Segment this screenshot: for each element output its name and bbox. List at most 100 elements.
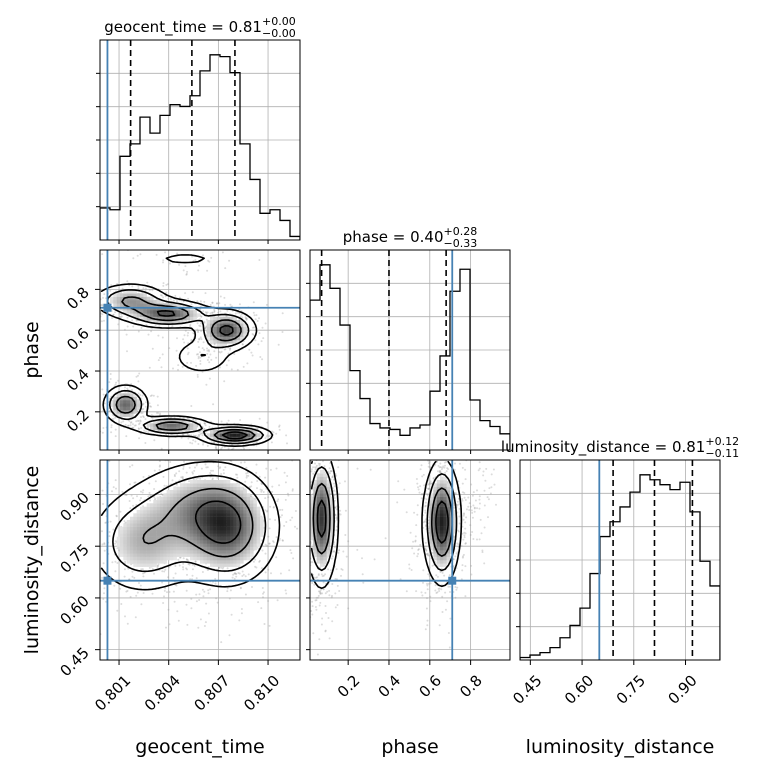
pair-phase-vs-luminosity_distance-sample [334,592,337,595]
pair-phase-vs-luminosity_distance-sample [333,494,336,497]
pair-geocent_time-vs-luminosity_distance-sample [279,446,281,448]
pair-geocent_time-vs-luminosity_distance-density-cell [223,550,227,554]
pair-phase-vs-luminosity_distance-sample [336,584,339,587]
pair-geocent_time-vs-phase-sample [307,432,309,434]
pair-geocent_time-vs-phase-density-cell [176,426,181,431]
pair-geocent_time-vs-phase-sample [197,353,199,356]
pair-geocent_time-vs-phase-sample [227,352,230,355]
pair-geocent_time-vs-luminosity_distance-density-cell [246,510,251,514]
pair-geocent_time-vs-phase-sample [131,389,133,391]
pair-phase-vs-luminosity_distance-sample [290,464,292,466]
pair-geocent_time-vs-luminosity_distance-density-cell [120,553,124,557]
pair-geocent_time-vs-phase-density-cell [150,300,154,304]
pair-phase-vs-luminosity_distance-sample [300,596,302,598]
pair-geocent_time-vs-phase-sample [187,297,190,300]
pair-geocent_time-vs-phase-density-cell [133,293,137,297]
pair-geocent_time-vs-luminosity_distance-sample [117,549,120,552]
pair-geocent_time-vs-luminosity_distance-sample [266,510,268,513]
pair-geocent_time-vs-phase-density-cell [173,303,177,307]
pair-geocent_time-vs-luminosity_distance-sample [199,456,201,458]
pair-geocent_time-vs-luminosity_distance-density-cell [203,546,207,551]
pair-geocent_time-vs-luminosity_distance-density-cell [123,526,127,531]
pair-geocent_time-vs-luminosity_distance-density-cell [223,480,227,484]
pair-geocent_time-vs-luminosity_distance-density-cell [226,486,231,491]
pair-geocent_time-vs-phase-sample [184,292,187,295]
pair-geocent_time-vs-luminosity_distance-sample [142,572,145,575]
pair-geocent_time-vs-phase-sample [135,319,138,322]
pair-geocent_time-vs-luminosity_distance-density-cell [210,506,214,511]
pair-geocent_time-vs-luminosity_distance-density-cell [153,560,157,564]
pair-geocent_time-vs-phase-density-cell [240,330,244,334]
pair-geocent_time-vs-luminosity_distance-density-cell [173,493,177,497]
pair-geocent_time-vs-luminosity_distance-sample [272,540,274,543]
pair-geocent_time-vs-luminosity_distance-density-cell [136,546,141,551]
pair-geocent_time-vs-luminosity_distance-density-cell [150,503,154,507]
pair-geocent_time-vs-luminosity_distance-density-cell [123,530,127,534]
pair-geocent_time-vs-phase-density-cell [116,403,121,407]
pair-geocent_time-vs-luminosity_distance-density-cell [226,563,231,567]
pair-geocent_time-vs-luminosity_distance-density-cell [223,523,227,527]
pair-phase-vs-luminosity_distance-sample [339,513,342,516]
pair-geocent_time-vs-luminosity_distance-density-cell [170,550,174,554]
pair-phase-vs-luminosity_distance-sample [458,503,461,506]
pair-geocent_time-vs-phase-density-cell [223,316,227,321]
pair-geocent_time-vs-phase-density-cell [143,303,147,307]
pair-geocent_time-vs-luminosity_distance-sample [192,478,195,481]
pair-geocent_time-vs-phase-sample [148,402,151,405]
pair-geocent_time-vs-luminosity_distance-sample [103,543,106,546]
pair-geocent_time-vs-luminosity_distance-density-cell [150,536,154,541]
pair-geocent_time-vs-phase-sample [172,299,175,302]
pair-geocent_time-vs-phase-sample [197,269,200,272]
pair-geocent_time-vs-luminosity_distance-sample [93,560,95,562]
pair-geocent_time-vs-phase-sample [246,362,249,365]
pair-geocent_time-vs-phase-sample [120,315,123,318]
pair-geocent_time-vs-phase-sample [169,298,172,300]
pair-geocent_time-vs-luminosity_distance-density-cell [136,553,141,557]
pair-geocent_time-vs-luminosity_distance-density-cell [163,500,167,504]
pair-geocent_time-vs-luminosity_distance-sample [141,491,144,494]
pair-geocent_time-vs-luminosity_distance-sample [207,589,210,592]
pair-phase-vs-luminosity_distance-sample [420,493,423,496]
pair-geocent_time-vs-phase-sample [127,424,130,427]
pair-geocent_time-vs-phase-sample [100,320,103,323]
pair-geocent_time-vs-phase-sample [176,434,179,436]
pair-geocent_time-vs-phase-density-cell [123,290,127,294]
pair-geocent_time-vs-luminosity_distance-sample [194,560,197,563]
pair-geocent_time-vs-luminosity_distance-sample [198,599,201,601]
pair-geocent_time-vs-luminosity_distance-density-cell [233,563,237,567]
pair-geocent_time-vs-phase-density-cell [213,330,217,334]
pair-geocent_time-vs-phase-density-cell [146,303,151,307]
pair-geocent_time-vs-luminosity_distance-density-cell [143,563,147,567]
pair-geocent_time-vs-phase-density-cell [130,303,134,307]
pair-geocent_time-vs-luminosity_distance-sample [278,539,281,542]
pair-geocent_time-vs-luminosity_distance-density-cell [233,500,237,504]
pair-geocent_time-vs-luminosity_distance-sample [123,575,126,578]
pair-geocent_time-vs-luminosity_distance-density-cell [210,540,214,544]
pair-geocent_time-vs-luminosity_distance-density-cell [203,543,207,547]
pair-phase-vs-luminosity_distance-sample [333,497,336,499]
pair-geocent_time-vs-luminosity_distance-sample [289,519,292,522]
pair-geocent_time-vs-luminosity_distance-density-cell [250,503,254,507]
pair-geocent_time-vs-luminosity_distance-density-cell [200,500,204,504]
pair-phase-vs-luminosity_distance-sample [295,562,297,564]
pair-geocent_time-vs-luminosity_distance-density-cell [216,530,221,534]
pair-geocent_time-vs-luminosity_distance-density-cell [183,546,187,551]
pair-phase-vs-luminosity_distance-sample [316,653,319,656]
pair-geocent_time-vs-phase-density-cell [110,296,114,301]
pair-geocent_time-vs-luminosity_distance-sample [90,559,92,561]
pair-geocent_time-vs-luminosity_distance-sample [278,537,281,540]
pair-geocent_time-vs-luminosity_distance-sample [101,489,104,492]
pair-geocent_time-vs-luminosity_distance-density-cell [220,556,224,561]
pair-geocent_time-vs-luminosity_distance-sample [272,541,275,544]
pair-geocent_time-vs-luminosity_distance-density-cell [246,503,251,507]
pair-geocent_time-vs-luminosity_distance-sample [161,570,164,573]
pair-geocent_time-vs-phase-sample [206,349,209,352]
pair-geocent_time-vs-luminosity_distance-density-cell [210,543,214,547]
pair-phase-vs-luminosity_distance-sample [321,617,324,620]
pair-geocent_time-vs-phase-sample [186,270,189,273]
pair-phase-vs-luminosity_distance-sample [303,438,305,440]
pair-geocent_time-vs-phase-sample [210,256,213,259]
pair-geocent_time-vs-luminosity_distance-density-cell [253,536,257,541]
pair-geocent_time-vs-luminosity_distance-sample [161,581,164,584]
pair-geocent_time-vs-luminosity_distance-density-cell [206,503,211,507]
